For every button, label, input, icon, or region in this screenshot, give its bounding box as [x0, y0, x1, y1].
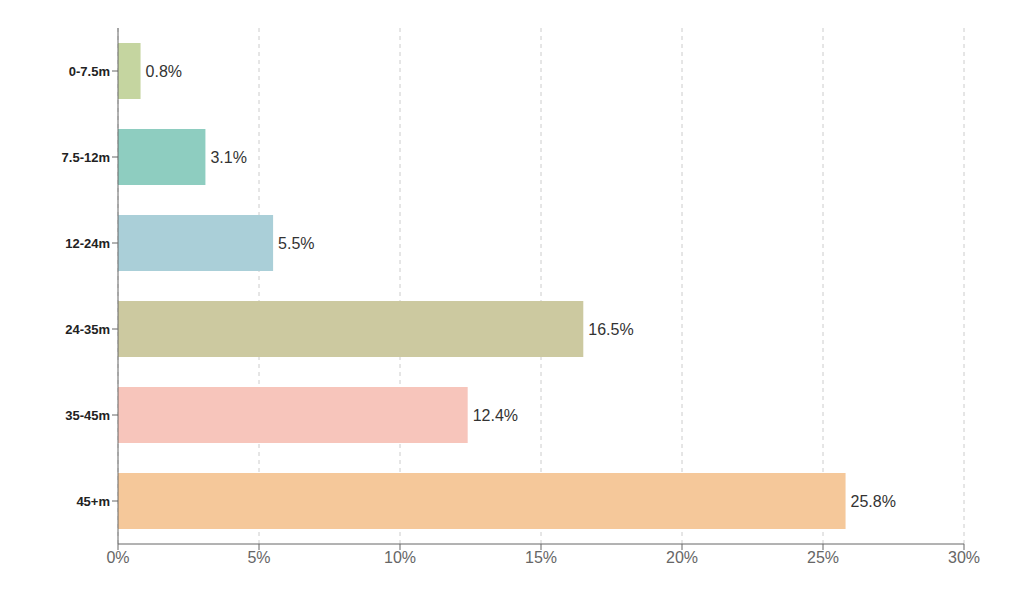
svg-text:35-45m: 35-45m — [65, 408, 110, 423]
svg-text:0.8%: 0.8% — [146, 63, 182, 80]
svg-text:25%: 25% — [807, 549, 839, 566]
svg-text:0-7.5m: 0-7.5m — [69, 64, 110, 79]
svg-text:24-35m: 24-35m — [65, 322, 110, 337]
svg-text:30%: 30% — [948, 549, 980, 566]
svg-text:5%: 5% — [247, 549, 270, 566]
svg-text:25.8%: 25.8% — [851, 493, 896, 510]
svg-text:12-24m: 12-24m — [65, 236, 110, 251]
svg-text:5.5%: 5.5% — [278, 235, 314, 252]
svg-text:16.5%: 16.5% — [588, 321, 633, 338]
svg-text:12.4%: 12.4% — [473, 407, 518, 424]
svg-text:3.1%: 3.1% — [210, 149, 246, 166]
svg-text:10%: 10% — [384, 549, 416, 566]
svg-text:20%: 20% — [666, 549, 698, 566]
svg-text:0%: 0% — [106, 549, 129, 566]
svg-text:7.5-12m: 7.5-12m — [62, 150, 110, 165]
svg-text:15%: 15% — [525, 549, 557, 566]
svg-text:45+m: 45+m — [76, 494, 110, 509]
